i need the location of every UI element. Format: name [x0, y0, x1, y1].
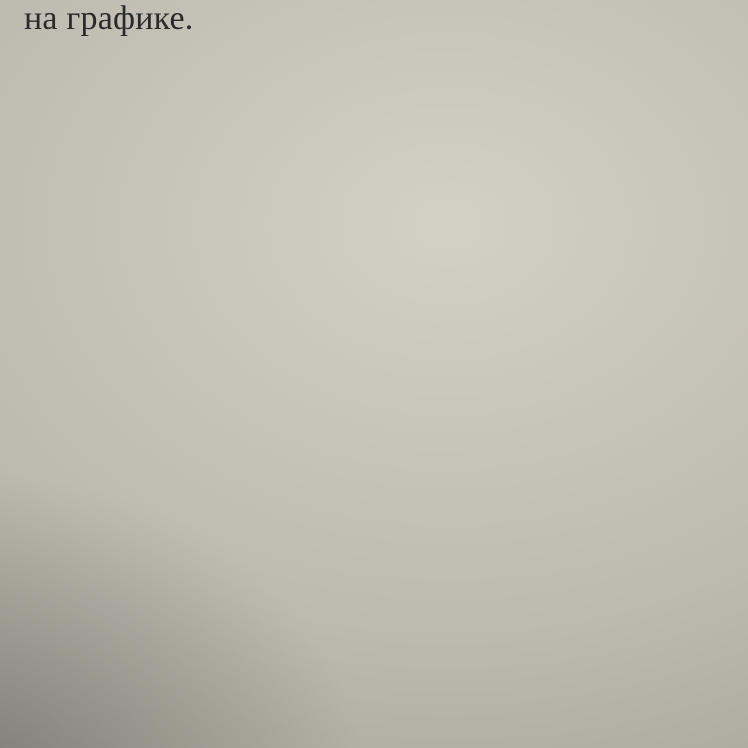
- caption-text: на графике.: [24, 0, 194, 38]
- paper-background: [0, 0, 748, 748]
